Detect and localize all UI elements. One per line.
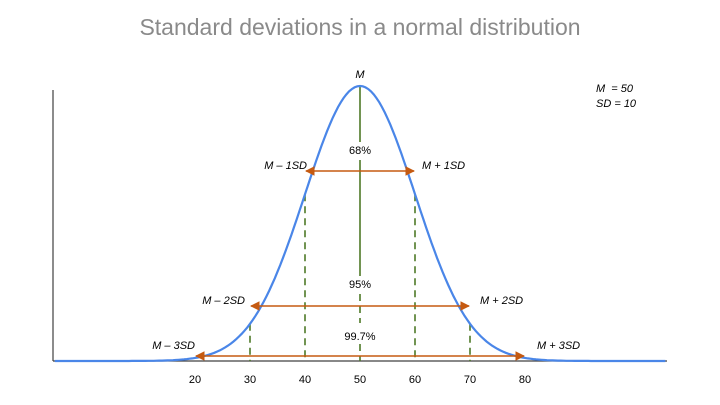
x-tick-label: 40: [299, 374, 311, 386]
sd-parameter: SD = 10: [596, 98, 637, 110]
x-tick-label: 60: [409, 374, 421, 386]
sd-label: M – 1SD: [264, 160, 307, 172]
x-tick-label: 80: [519, 374, 531, 386]
chart-title: Standard deviations in a normal distribu…: [139, 14, 581, 40]
parameters-box: M = 50 SD = 10: [596, 82, 636, 112]
range-label: 95%: [349, 279, 371, 291]
x-tick-label: 70: [464, 374, 476, 386]
range-label: 99.7%: [344, 331, 375, 343]
distribution-curve: [54, 84, 666, 363]
x-tick-label: 20: [189, 374, 201, 386]
mean-parameter: M = 50: [596, 83, 633, 95]
sd-label: M + 3SD: [537, 340, 580, 352]
sd-label: M – 3SD: [152, 340, 195, 352]
sd-label: M + 1SD: [422, 160, 465, 172]
mean-label: M: [355, 69, 365, 81]
x-tick-label: 50: [354, 374, 366, 386]
sd-label: M + 2SD: [480, 295, 523, 307]
x-tick-label: 30: [244, 374, 256, 386]
range-label: 68%: [349, 145, 371, 157]
sd-label: M – 2SD: [202, 295, 245, 307]
